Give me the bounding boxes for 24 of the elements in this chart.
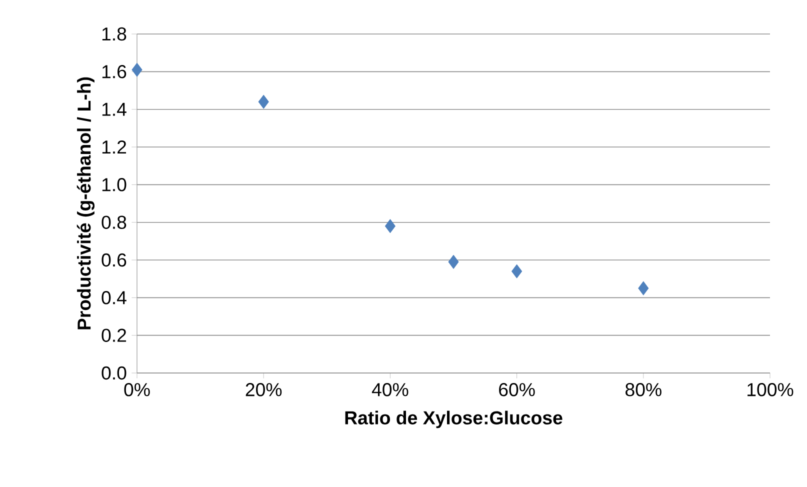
y-axis-title: Productivité (g-éthanol / L-h)	[76, 77, 95, 330]
x-tick-label: 0%	[124, 383, 150, 396]
x-tick-label: 40%	[372, 383, 408, 396]
y-tick-label: 1.2	[102, 140, 126, 154]
y-tick-label: 1.8	[102, 27, 126, 41]
y-tick-label: 0.2	[102, 328, 126, 342]
y-tick-label: 1.4	[102, 102, 126, 116]
x-tick-label: 80%	[626, 383, 662, 396]
point	[448, 254, 459, 269]
y-tick-label: 0.6	[102, 253, 126, 267]
x-tick-label: 20%	[246, 383, 282, 396]
x-tick-label: 100%	[748, 383, 794, 396]
y-tick-label: 1.0	[102, 178, 126, 192]
point	[258, 94, 269, 109]
x-tick-label: 60%	[499, 383, 535, 396]
y-tick-label: 1.6	[102, 65, 126, 78]
point	[512, 264, 522, 278]
y-tick-label: 0.0	[102, 366, 126, 380]
y-tick-label: 0.8	[102, 216, 126, 229]
point	[132, 62, 142, 77]
point	[384, 219, 396, 234]
y-tick-label: 0.4	[102, 291, 126, 304]
x-axis-title: Ratio de Xylose:Glucose	[345, 410, 562, 428]
point	[638, 281, 649, 296]
